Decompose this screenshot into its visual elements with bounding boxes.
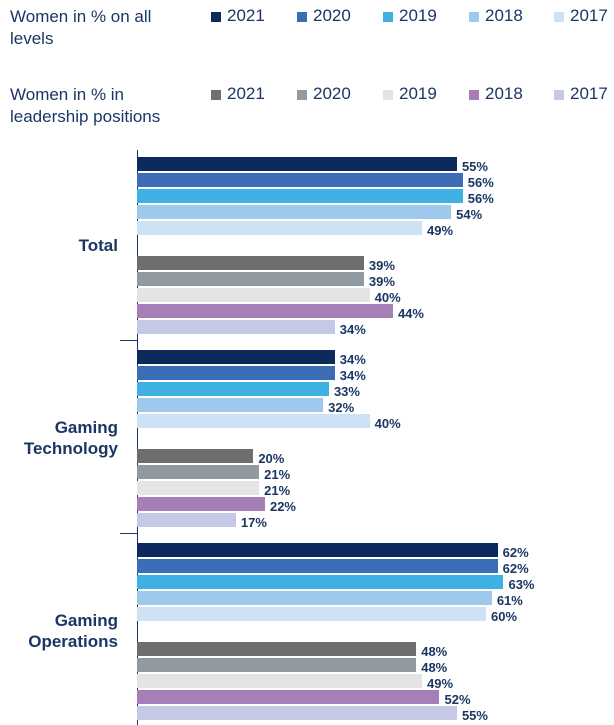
legend-swatch xyxy=(297,90,307,100)
bar xyxy=(137,256,364,270)
value-label: 34% xyxy=(339,352,366,367)
bar xyxy=(137,559,498,573)
legend-swatch xyxy=(554,12,564,22)
legend-label: 2017 xyxy=(570,84,608,103)
value-label: 49% xyxy=(427,223,454,238)
value-label: 62% xyxy=(502,561,529,576)
value-label: 62% xyxy=(502,545,529,560)
bar xyxy=(137,607,487,621)
value-label: 54% xyxy=(456,207,483,222)
bar xyxy=(137,288,370,302)
value-label: 32% xyxy=(328,400,355,415)
bar xyxy=(137,465,260,479)
value-label: 21% xyxy=(264,483,291,498)
bar xyxy=(137,382,329,396)
legend-label: 2020 xyxy=(313,6,351,25)
value-label: 49% xyxy=(427,676,454,691)
value-label: 55% xyxy=(461,708,488,723)
legend-swatch xyxy=(554,90,564,100)
value-label: 21% xyxy=(264,467,291,482)
bar xyxy=(137,350,335,364)
bar xyxy=(137,481,260,495)
bar xyxy=(137,674,423,688)
legend-label: 2021 xyxy=(227,6,265,25)
legend-swatch xyxy=(297,12,307,22)
bar xyxy=(137,513,236,527)
legend-label: 2021 xyxy=(227,84,265,103)
legend-label: 2018 xyxy=(485,84,523,103)
legend-swatch xyxy=(383,90,393,100)
legend-swatch xyxy=(211,12,221,22)
bar xyxy=(137,575,504,589)
value-label: 44% xyxy=(397,306,424,321)
bar xyxy=(137,497,265,511)
bar xyxy=(137,272,364,286)
separator xyxy=(120,340,137,341)
legend-label: 2018 xyxy=(485,6,523,25)
bar xyxy=(137,642,417,656)
value-label: 40% xyxy=(374,290,401,305)
bar xyxy=(137,591,492,605)
legend-label: 2017 xyxy=(570,6,608,25)
bar xyxy=(137,366,335,380)
bar xyxy=(137,414,370,428)
bar xyxy=(137,205,452,219)
value-label: 52% xyxy=(444,692,471,707)
bar xyxy=(137,173,463,187)
axis-line xyxy=(137,150,138,725)
value-label: 55% xyxy=(461,159,488,174)
value-label: 17% xyxy=(240,515,267,530)
value-label: 48% xyxy=(421,644,448,659)
bar xyxy=(137,543,498,557)
category-label: Gaming Operations xyxy=(28,611,118,651)
value-label: 48% xyxy=(421,660,448,675)
value-label: 40% xyxy=(374,416,401,431)
legend-label: 2019 xyxy=(399,84,437,103)
bar xyxy=(137,398,324,412)
bar xyxy=(137,320,335,334)
value-label: 22% xyxy=(269,499,296,514)
legend-label: 2020 xyxy=(313,84,351,103)
value-label: 56% xyxy=(467,175,494,190)
value-label: 56% xyxy=(467,191,494,206)
value-label: 20% xyxy=(258,451,285,466)
legend-swatch xyxy=(211,90,221,100)
legend-swatch xyxy=(469,12,479,22)
bar xyxy=(137,221,423,235)
category-label: Gaming Technology xyxy=(23,418,118,458)
value-label: 63% xyxy=(508,577,535,592)
separator xyxy=(120,533,137,534)
value-label: 60% xyxy=(491,609,518,624)
legend-title: Women in % in leadership positions xyxy=(10,85,161,126)
bar xyxy=(137,157,457,171)
value-label: 33% xyxy=(333,384,360,399)
value-label: 34% xyxy=(339,322,366,337)
bar xyxy=(137,189,463,203)
value-label: 61% xyxy=(496,593,523,608)
category-label: Total xyxy=(78,236,118,255)
bar xyxy=(137,690,440,704)
bar xyxy=(137,304,393,318)
bar xyxy=(137,449,254,463)
value-label: 39% xyxy=(368,274,395,289)
value-label: 39% xyxy=(368,258,395,273)
legend-title: Women in % on all levels xyxy=(10,7,152,48)
legend-swatch xyxy=(383,12,393,22)
value-label: 34% xyxy=(339,368,366,383)
legend-swatch xyxy=(469,90,479,100)
bar xyxy=(137,658,417,672)
legend-label: 2019 xyxy=(399,6,437,25)
bar xyxy=(137,706,457,720)
